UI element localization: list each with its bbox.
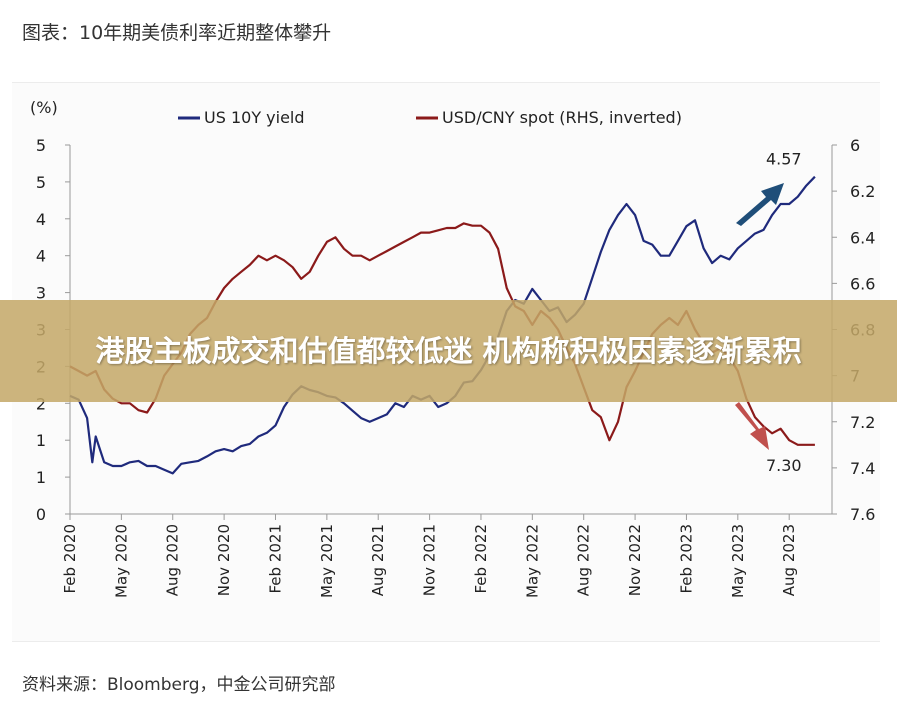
source-note: 资料来源：Bloomberg，中金公司研究部 <box>22 675 336 695</box>
x-tick-label: May 2021 <box>318 524 336 598</box>
x-tick-label: Nov 2021 <box>421 524 439 596</box>
y-left-tick-label: 5 <box>36 173 46 192</box>
x-tick-label: Feb 2023 <box>677 524 695 594</box>
y-left-tick-label: 1 <box>36 431 46 450</box>
y-right-tick-label: 6.4 <box>850 228 875 247</box>
headline-text: 港股主板成交和估值都较低迷 机构称积极因素逐渐累积 <box>95 333 802 368</box>
y-left-tick-label: 4 <box>36 210 46 229</box>
legend-label: USD/CNY spot (RHS, inverted) <box>442 108 682 127</box>
y-right-tick-label: 7.4 <box>850 459 875 478</box>
end-label-usdcny: 7.30 <box>766 456 802 475</box>
figure-title: 图表：10年期美债利率近期整体攀升 <box>22 22 332 44</box>
y-right-tick-label: 6.2 <box>850 182 875 201</box>
y-left-tick-label: 3 <box>36 284 46 303</box>
y-left-tick-label: 2 <box>36 394 46 413</box>
x-tick-label: Feb 2021 <box>266 524 284 594</box>
y-left-tick-label: 0 <box>36 505 46 524</box>
x-tick-label: May 2020 <box>112 524 130 598</box>
x-tick-label: Aug 2023 <box>780 524 798 596</box>
end-label-us10y: 4.57 <box>766 150 802 169</box>
y-right-tick-label: 7.6 <box>850 505 875 524</box>
y-left-tick-label: 4 <box>36 247 46 266</box>
trend-arrow-up <box>736 183 784 226</box>
x-tick-label: Aug 2022 <box>575 524 593 596</box>
x-tick-label: Feb 2022 <box>472 524 490 594</box>
x-tick-label: Nov 2022 <box>626 524 644 596</box>
y-left-tick-label: 1 <box>36 468 46 487</box>
y-right-tick-label: 7.2 <box>850 413 875 432</box>
x-tick-label: Aug 2021 <box>369 524 387 596</box>
x-tick-label: Aug 2020 <box>164 524 182 596</box>
x-tick-label: May 2023 <box>729 524 747 598</box>
series-line-us10y <box>69 175 816 475</box>
y-left-tick-label: 5 <box>36 136 46 155</box>
headline-banner: 港股主板成交和估值都较低迷 机构称积极因素逐渐累积 <box>0 300 897 402</box>
x-tick-label: Feb 2020 <box>61 524 79 594</box>
legend-label: US 10Y yield <box>204 108 305 127</box>
y-right-tick-label: 6.6 <box>850 274 875 293</box>
x-tick-label: May 2022 <box>523 524 541 598</box>
x-tick-label: Nov 2020 <box>215 524 233 596</box>
y-right-tick-label: 6 <box>850 136 860 155</box>
trend-arrow-down <box>735 402 769 450</box>
y-left-unit-label: (%) <box>30 98 58 117</box>
